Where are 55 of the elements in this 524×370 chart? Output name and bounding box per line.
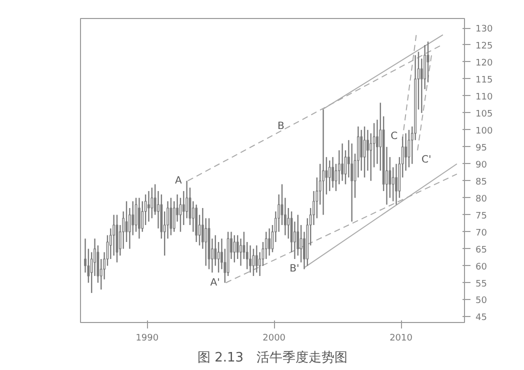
- candlestick: [204, 218, 208, 266]
- y-tick-label: 60: [476, 262, 488, 272]
- candlestick: [294, 221, 296, 260]
- x-tick-label: 1990: [136, 334, 159, 344]
- annotation: B': [290, 264, 300, 275]
- y-tick-label: 45: [476, 313, 487, 324]
- candlestick: [148, 190, 150, 222]
- y-tick-label: 110: [476, 92, 493, 102]
- y-tick-label: 125: [476, 41, 493, 52]
- candlestick: [157, 190, 160, 230]
- candlestick: [240, 238, 242, 266]
- y-tick-label: 75: [476, 211, 487, 222]
- y-tick-label: 70: [476, 228, 488, 238]
- candlestick: [112, 214, 116, 256]
- candlestick: [300, 224, 302, 263]
- annotation: B: [277, 121, 284, 132]
- candlestick: [287, 207, 290, 240]
- candlestick: [332, 156, 334, 188]
- candlestick: [150, 187, 154, 219]
- text: 图 2.13 活牛季度走势图: [197, 350, 348, 366]
- candlestick: [132, 200, 134, 236]
- candlestick: [395, 163, 398, 206]
- candlestick: [170, 197, 172, 236]
- candlestick: [249, 244, 252, 274]
- x-tick-label: 2000: [262, 334, 286, 344]
- candlestick: [255, 244, 258, 274]
- candlestick: [322, 108, 324, 216]
- candlestick: [341, 142, 344, 182]
- candlestick: [182, 190, 185, 226]
- y-tick-label: 130: [476, 24, 493, 35]
- y-tick-label: 105: [476, 109, 493, 120]
- candlestick: [404, 132, 407, 172]
- x-tick-label: 2010: [390, 334, 413, 344]
- annotation: C': [422, 154, 432, 166]
- candlestick: [350, 142, 354, 222]
- y-tick-label: 90: [476, 160, 488, 170]
- y-tick-label: 65: [476, 245, 487, 256]
- candlestick: [392, 166, 394, 202]
- y-tick-label: 50: [476, 296, 488, 306]
- y-tick-label: 120: [476, 58, 493, 68]
- candlestick: [233, 234, 236, 263]
- candlestick: [138, 197, 140, 240]
- candlestick: [328, 160, 331, 192]
- y-tick-label: 85: [476, 177, 487, 188]
- candlestick: [268, 228, 271, 256]
- y-tick-label: 80: [476, 194, 488, 204]
- annotation: A: [174, 175, 182, 186]
- y-tick-label: 115: [476, 75, 493, 86]
- annotation: A': [210, 277, 220, 288]
- y-tick-label: 95: [476, 143, 487, 154]
- candlestick: [388, 156, 392, 198]
- y-tick-label: 55: [476, 279, 487, 290]
- candlestick: [376, 119, 378, 164]
- y-tick-label: 100: [476, 126, 493, 136]
- annotation: C: [390, 131, 398, 142]
